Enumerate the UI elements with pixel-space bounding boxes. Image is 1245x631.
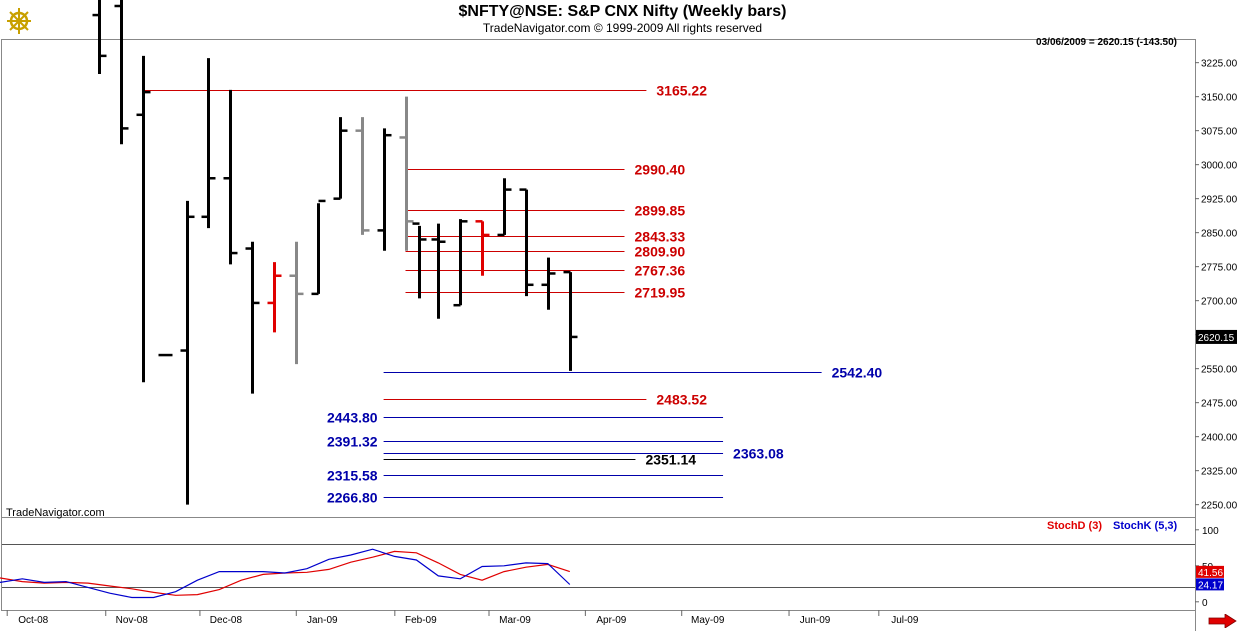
ohlc-bar bbox=[201, 58, 216, 229]
ohlc-bar bbox=[519, 188, 534, 297]
last-price-info: 03/06/2009 = 2620.15 (-143.50) bbox=[1036, 37, 1177, 48]
chart-title: $NFTY@NSE: S&P CNX Nifty (Weekly bars) bbox=[458, 3, 787, 20]
price-tick-label: 3225.00 bbox=[1201, 59, 1238, 70]
ohlc-bar bbox=[412, 222, 427, 299]
ohlc-bar bbox=[267, 262, 282, 333]
level-label: 2990.40 bbox=[635, 162, 686, 178]
month-label: Dec-08 bbox=[210, 615, 243, 626]
month-label: Oct-08 bbox=[18, 615, 48, 626]
level-label: 2843.33 bbox=[635, 229, 686, 245]
price-tick-label: 3075.00 bbox=[1201, 127, 1238, 138]
indicator-panel-frame bbox=[1, 517, 1196, 611]
level-label: 2767.36 bbox=[635, 263, 686, 279]
stoch-value-box bbox=[1196, 565, 1224, 578]
watermark: TradeNavigator.com bbox=[6, 507, 105, 519]
chart-subtitle: TradeNavigator.com © 1999-2009 All right… bbox=[482, 21, 763, 35]
price-tick-label: 2400.00 bbox=[1201, 433, 1238, 444]
stoch-d-legend: StochD (3) bbox=[1047, 520, 1102, 532]
price-tick-label: 3000.00 bbox=[1201, 161, 1238, 172]
ohlc-bar bbox=[245, 241, 260, 394]
stoch-value-label: 24.17 bbox=[1198, 580, 1223, 591]
month-label: Nov-08 bbox=[116, 615, 149, 626]
month-label: Jun-09 bbox=[800, 615, 831, 626]
ohlc-bar bbox=[399, 96, 414, 251]
price-tick-label: 2925.00 bbox=[1201, 195, 1238, 206]
level-label: 2483.52 bbox=[656, 392, 707, 408]
ohlc-bar bbox=[431, 223, 446, 319]
ohlc-bar bbox=[377, 128, 392, 251]
level-label: 2899.85 bbox=[635, 203, 686, 219]
ship-wheel-icon[interactable] bbox=[4, 4, 34, 34]
ohlc-bar bbox=[453, 219, 468, 307]
time-axis: Oct-08 Nov-08 Dec-08 Jan-09 Feb-09 Mar-09 Apr-… bbox=[6, 610, 919, 626]
stoch-tick-label: 100 bbox=[1202, 526, 1219, 537]
price-tick-label: 2775.00 bbox=[1201, 263, 1238, 274]
ohlc-bar bbox=[289, 241, 304, 365]
price-tick-label: 2325.00 bbox=[1201, 467, 1238, 478]
price-tick-label: 2250.00 bbox=[1201, 501, 1238, 512]
ohlc-bars bbox=[92, 0, 578, 505]
ohlc-bar bbox=[114, 0, 129, 145]
ohlc-bar bbox=[333, 117, 348, 200]
price-tick-label: 2700.00 bbox=[1201, 297, 1238, 308]
stoch-value-label: 41.56 bbox=[1198, 568, 1223, 579]
stoch-k-legend: StochK (5,3) bbox=[1113, 520, 1178, 532]
ohlc-bar bbox=[475, 220, 490, 276]
stoch-reference-lines bbox=[2, 544, 1195, 588]
ohlc-bar bbox=[180, 200, 195, 505]
month-label: May-09 bbox=[691, 615, 725, 626]
ohlc-bar bbox=[92, 0, 107, 74]
price-tick-label: 2850.00 bbox=[1201, 229, 1238, 240]
month-label: Jul-09 bbox=[891, 615, 919, 626]
stoch-series bbox=[0, 548, 571, 599]
level-label: 2351.14 bbox=[645, 452, 696, 468]
ohlc-bar bbox=[563, 270, 578, 371]
ohlc-bar bbox=[497, 178, 512, 237]
level-label: 2443.80 bbox=[327, 410, 378, 426]
ohlc-bar bbox=[541, 257, 556, 310]
month-label: Jan-09 bbox=[307, 615, 338, 626]
level-label: 2719.95 bbox=[635, 285, 686, 301]
level-label: 3165.22 bbox=[656, 83, 707, 99]
last-price-label: 2620.15 bbox=[1198, 333, 1235, 344]
price-tick-label: 3150.00 bbox=[1201, 93, 1238, 104]
stoch-k-line bbox=[0, 548, 571, 599]
price-panel-frame bbox=[1, 39, 1196, 518]
level-label: 2363.08 bbox=[733, 446, 784, 462]
price-tick-label: 2550.00 bbox=[1201, 365, 1238, 376]
stoch-d-line bbox=[0, 550, 570, 596]
month-label: Mar-09 bbox=[499, 615, 531, 626]
price-tick-label: 2475.00 bbox=[1201, 399, 1238, 410]
price-axis: 3225.00 3150.00 3075.00 3000.00 2925.00 2850.… bbox=[1195, 59, 1238, 512]
stoch-value-box bbox=[1196, 578, 1224, 591]
level-label: 2542.40 bbox=[832, 365, 883, 381]
month-label: Apr-09 bbox=[596, 615, 626, 626]
level-label: 2391.32 bbox=[327, 434, 378, 450]
level-label: 2266.80 bbox=[327, 490, 378, 506]
chart-header: $NFTY@NSE: S&P CNX Nifty (Weekly bars) T… bbox=[0, 2, 1245, 35]
level-label: 2315.58 bbox=[327, 468, 378, 484]
ohlc-bar bbox=[355, 117, 370, 235]
last-price-box bbox=[1196, 329, 1237, 344]
ohlc-bar bbox=[136, 55, 151, 383]
scroll-right-arrow-icon[interactable] bbox=[1207, 614, 1237, 628]
ohlc-bar bbox=[223, 89, 238, 265]
level-label: 2809.90 bbox=[635, 244, 686, 260]
stoch-tick-label: 0 bbox=[1202, 598, 1208, 609]
month-label: Feb-09 bbox=[405, 615, 437, 626]
ohlc-bar bbox=[311, 199, 326, 296]
